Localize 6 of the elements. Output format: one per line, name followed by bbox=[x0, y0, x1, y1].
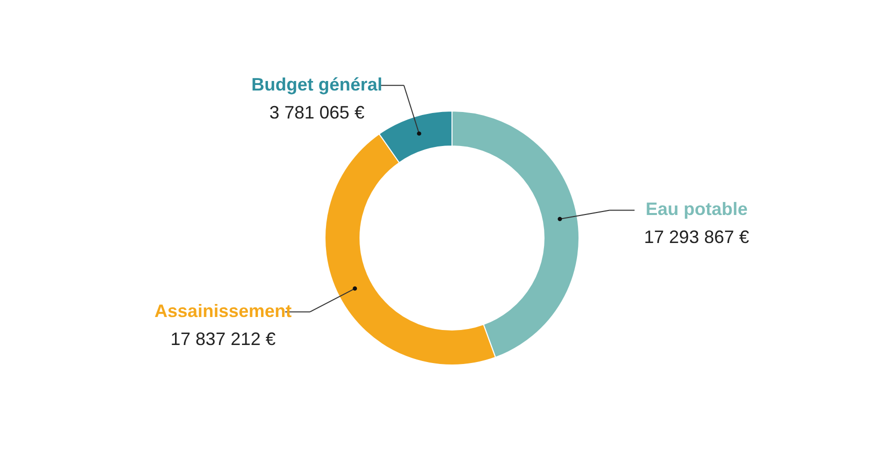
slice-label: Assainissement bbox=[154, 300, 292, 321]
data-label: 17 837 212 € bbox=[170, 328, 276, 349]
data-label: 3 781 065 € bbox=[269, 102, 364, 122]
slice-label: Budget général bbox=[251, 74, 382, 94]
data-label: 17 293 867 € bbox=[644, 227, 750, 248]
slice-label: Eau potable bbox=[646, 199, 748, 220]
